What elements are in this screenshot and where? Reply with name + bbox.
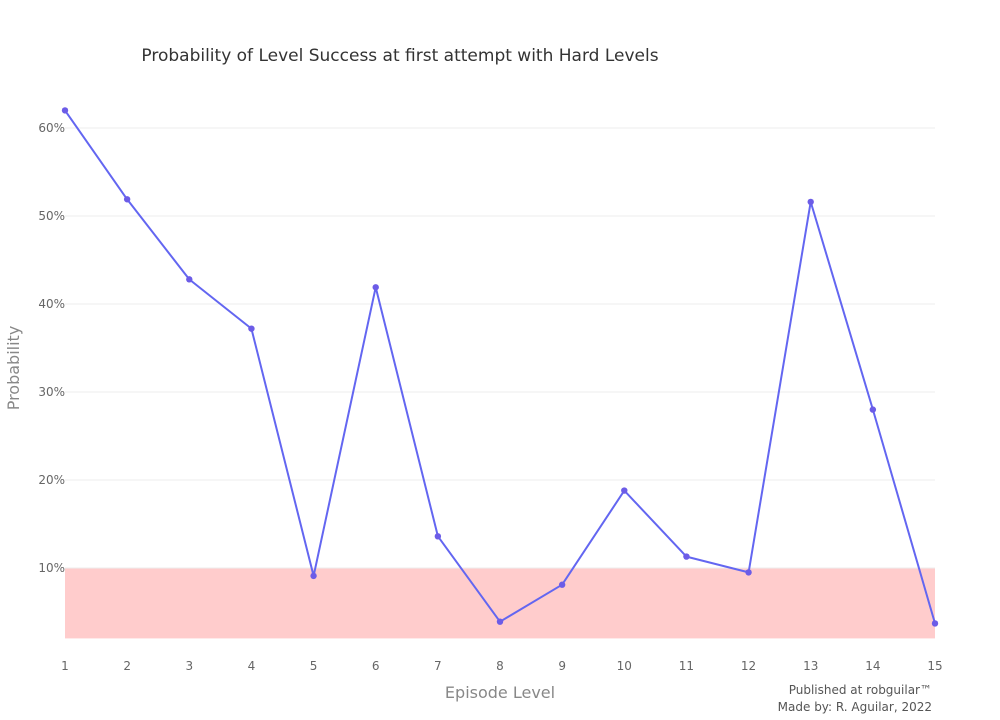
- published-credit: Published at robguilar™: [789, 683, 932, 697]
- x-tick-label: 6: [372, 659, 380, 673]
- x-tick-label: 11: [679, 659, 694, 673]
- x-tick-label: 7: [434, 659, 442, 673]
- data-point: [683, 553, 690, 560]
- x-tick-label: 9: [558, 659, 566, 673]
- x-tick-label: 1: [61, 659, 69, 673]
- data-point: [496, 618, 504, 625]
- x-tick-label: 12: [741, 659, 756, 673]
- x-tick-label: 8: [496, 659, 504, 673]
- y-tick-label: 60%: [38, 121, 65, 135]
- x-tick-label: 5: [310, 659, 318, 673]
- x-axis-title: Episode Level: [445, 683, 555, 702]
- data-point: [123, 196, 131, 203]
- made-by-credit: Made by: R. Aguilar, 2022: [778, 700, 932, 714]
- data-point: [807, 198, 814, 206]
- data-point: [745, 569, 752, 576]
- x-tick-label: 4: [248, 659, 256, 673]
- series-line-layer: [64, 109, 936, 625]
- data-point: [621, 487, 628, 494]
- y-tick-label: 50%: [38, 209, 65, 223]
- x-tick-label: 13: [803, 659, 818, 673]
- data-point: [248, 325, 255, 332]
- y-tick-label: 20%: [38, 473, 65, 487]
- series-line: [64, 109, 936, 625]
- data-point: [310, 572, 317, 580]
- series-points: [61, 107, 939, 627]
- x-tick-label: 10: [617, 659, 632, 673]
- x-tick-label: 3: [185, 659, 193, 673]
- x-tick-label: 15: [927, 659, 942, 673]
- y-axis-title: Probability: [4, 326, 23, 411]
- x-tick-label: 14: [865, 659, 880, 673]
- data-point: [372, 284, 379, 291]
- y-axis-ticks: 10% 20% 30% 40% 50% 60%: [38, 121, 65, 575]
- data-point: [186, 276, 193, 283]
- y-tick-label: 30%: [38, 385, 65, 399]
- y-tick-label: 40%: [38, 297, 65, 311]
- data-point: [558, 581, 566, 588]
- gridlines: [65, 127, 935, 569]
- highlight-band-layer: [65, 568, 935, 639]
- data-point: [61, 107, 69, 114]
- data-point: [931, 620, 939, 627]
- data-point: [869, 406, 877, 413]
- highlight-band: [65, 568, 935, 639]
- x-axis-ticks: 1 2 3 4 5 6 7 8 9 10 11 12 13 14 15: [61, 659, 942, 673]
- y-tick-label: 10%: [38, 561, 65, 575]
- chart-title: Probability of Level Success at first at…: [141, 46, 658, 66]
- x-tick-label: 2: [123, 659, 131, 673]
- data-point: [434, 533, 442, 540]
